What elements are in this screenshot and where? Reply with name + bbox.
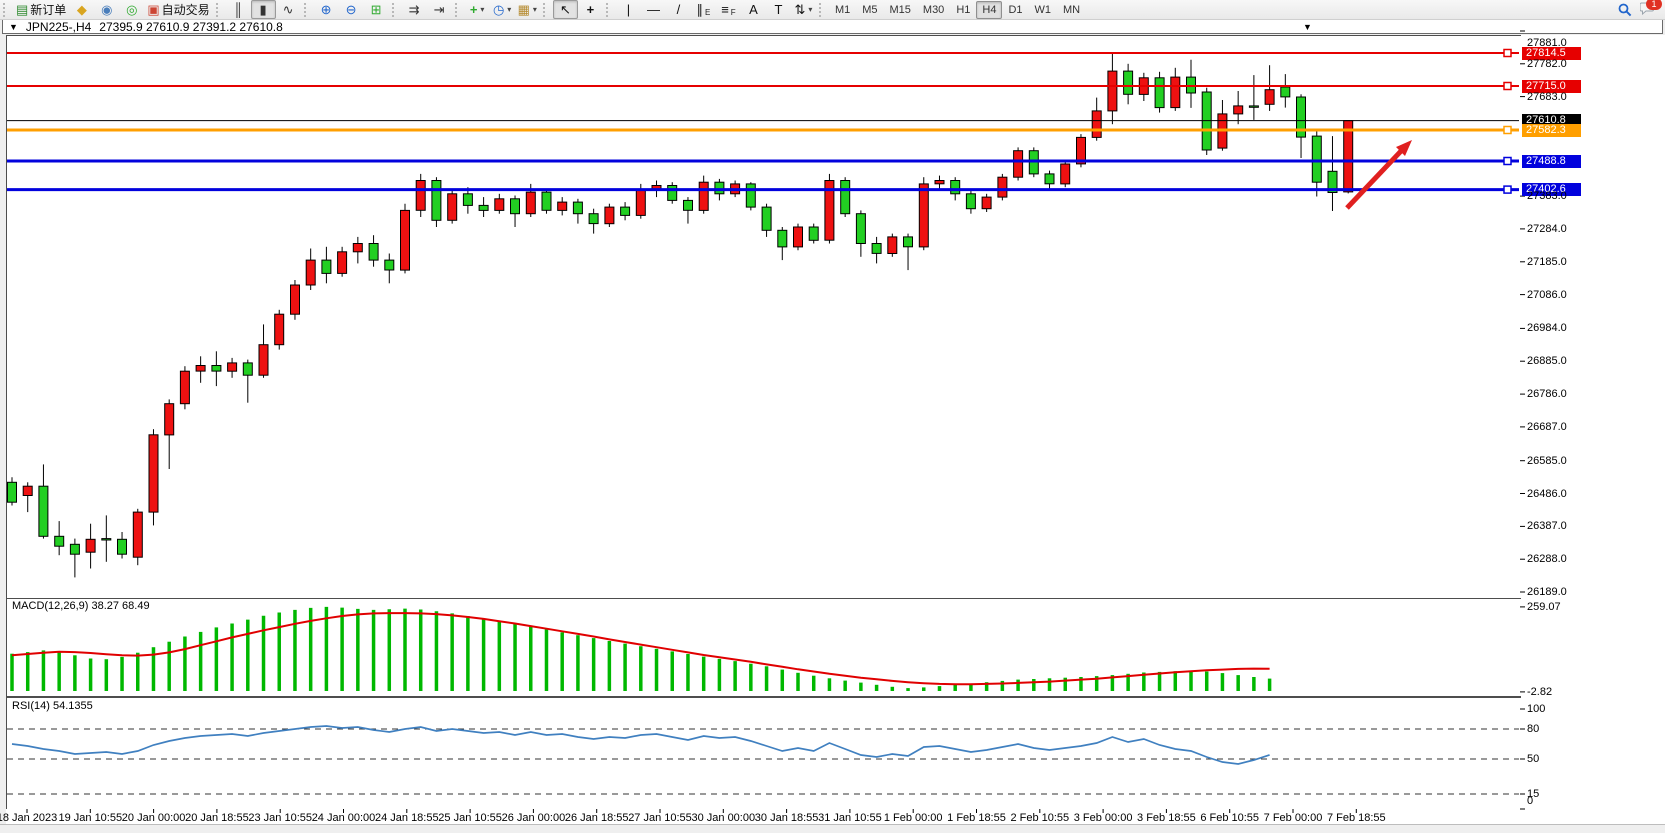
timeframe-d1-button[interactable]: D1 (1008, 3, 1023, 16)
line-chart-icon: ∿ (282, 2, 294, 17)
dropdown-arrow-icon: ▾ (532, 5, 537, 14)
toolbar-grip (605, 2, 612, 17)
dropdown-arrow-icon: ▾ (507, 5, 512, 14)
toolbar-grip (303, 2, 310, 17)
zoom-out-button[interactable]: ⊖ (339, 0, 364, 19)
indicators-icon: + (469, 2, 478, 17)
market-watch-button[interactable]: ◆ (69, 0, 94, 19)
icon-sub-letter: E (705, 7, 711, 17)
main-toolbar: ▤ 新订单 ◆ ◉ ◎ ▣ 自动交易 ║ ▮ ∿ ⊕ ⊖ ⊞ ⇉ ⇥ + ▾ ◷ ▾ ▦ ▾ ↖ + | — / ∥ E ≡ F A T ⇅ ▾ … (0, 0, 1665, 20)
auto-scroll-icon: ⇉ (408, 2, 420, 17)
auto-trading-label: 自动交易 (161, 3, 210, 17)
macd-indicator-pane[interactable] (6, 598, 1522, 697)
market-watch-icon: ◆ (76, 2, 87, 17)
main-chart-pane[interactable] (6, 35, 1522, 599)
text-icon: A (749, 2, 758, 17)
expert-advisors-button[interactable]: ◉ (94, 0, 119, 19)
chart-ohlc-readout: 27395.9 27610.9 27391.2 27610.8 (99, 19, 283, 34)
timeframe-toolbar: M1 M5 M15 M30 H1 H4 D1 W1 MN (829, 0, 1086, 19)
cursor-button[interactable]: ↖ (552, 0, 578, 19)
chart-collapse-icon[interactable]: ▼ (9, 21, 18, 32)
zoom-out-icon: ⊖ (345, 2, 357, 17)
toolbar-grip (391, 2, 398, 17)
timeframe-h4-button[interactable]: H4 (976, 0, 1003, 19)
toolbar-grip (542, 2, 549, 17)
toolbar-grip (3, 2, 9, 17)
dropdown-arrow-icon: ▾ (808, 5, 813, 14)
trendline-icon: / (676, 2, 681, 17)
chart-shift-icon: ⇥ (433, 2, 445, 17)
expert-advisors-icon: ◉ (101, 2, 113, 17)
status-bar (0, 824, 1665, 833)
auto-scroll-button[interactable]: ⇉ (402, 0, 427, 19)
new-order-icon: ▤ (16, 2, 29, 17)
text-label-icon: T (774, 2, 783, 17)
dropdown-arrow-icon: ▾ (480, 5, 485, 14)
signals-button[interactable]: ◎ (119, 0, 144, 19)
icon-sub-letter: F (730, 7, 736, 17)
chart-title-bar: ▼ JPN225-,H4 27395.9 27610.9 27391.2 276… (2, 19, 1663, 34)
tile-windows-button[interactable]: ⊞ (364, 0, 389, 19)
signals-icon: ◎ (126, 2, 138, 17)
timeframe-m5-button[interactable]: M5 (862, 3, 878, 16)
timeframe-m15-button[interactable]: M15 (889, 3, 911, 16)
candlestick-chart-icon: ▮ (259, 2, 267, 17)
timeframe-m30-button[interactable]: M30 (922, 3, 945, 16)
periods-button[interactable]: ◷ ▾ (490, 0, 515, 19)
indicators-button[interactable]: + ▾ (465, 0, 490, 19)
timeframe-mn-button[interactable]: MN (1063, 3, 1081, 16)
candlestick-chart-button[interactable]: ▮ (250, 0, 276, 19)
zoom-in-icon: ⊕ (320, 2, 332, 17)
periods-icon: ◷ (492, 2, 505, 17)
crosshair-icon: + (586, 2, 595, 17)
trendline-button[interactable]: / (666, 0, 691, 19)
fibonacci-icon: ≡ (721, 2, 729, 17)
new-order-label: 新订单 (30, 3, 67, 17)
tile-windows-icon: ⊞ (370, 2, 382, 17)
templates-button[interactable]: ▦ ▾ (515, 0, 540, 19)
new-order-button[interactable]: ▤ 新订单 (13, 0, 69, 19)
auto-trading-icon: ▣ (147, 2, 160, 17)
bar-chart-icon: ║ (233, 2, 243, 17)
fibonacci-button[interactable]: ≡ F (716, 0, 741, 19)
text-button[interactable]: A (741, 0, 766, 19)
toolbar-grip (454, 2, 461, 17)
crosshair-button[interactable]: + (578, 0, 603, 19)
chart-symbol-period: JPN225-,H4 (25, 19, 92, 34)
zoom-in-button[interactable]: ⊕ (314, 0, 339, 19)
rsi-indicator-pane[interactable] (6, 697, 1522, 810)
timeframe-h1-button[interactable]: H1 (956, 3, 971, 16)
chart-shift-button[interactable]: ⇥ (427, 0, 452, 19)
chart-dropdown-icon[interactable]: ▼ (1303, 22, 1312, 32)
horizontal-line-icon: — (646, 2, 660, 17)
templates-icon: ▦ (517, 2, 530, 17)
vertical-line-icon: | (626, 2, 631, 17)
bar-chart-button[interactable]: ║ (226, 0, 251, 19)
arrows-icon: ⇅ (794, 2, 806, 17)
line-chart-button[interactable]: ∿ (276, 0, 301, 19)
toolbar-grip (215, 2, 222, 17)
notifications-icon[interactable]: 1 (1639, 0, 1662, 18)
search-icon[interactable] (1618, 3, 1632, 17)
horizontal-line-button[interactable]: — (641, 0, 666, 19)
text-label-button[interactable]: T (766, 0, 791, 19)
arrows-button[interactable]: ⇅ ▾ (791, 0, 816, 19)
price-axis (1521, 35, 1665, 824)
equidistant-channel-button[interactable]: ∥ E (691, 0, 716, 19)
time-axis (6, 809, 1665, 824)
equidistant-channel-icon: ∥ (696, 2, 704, 17)
timeframe-m1-button[interactable]: M1 (834, 3, 851, 16)
cursor-icon: ↖ (559, 2, 571, 17)
timeframe-w1-button[interactable]: W1 (1034, 3, 1052, 16)
vertical-line-button[interactable]: | (616, 0, 641, 19)
auto-trading-button[interactable]: ▣ 自动交易 (144, 0, 212, 19)
notification-count-badge: 1 (1646, 0, 1662, 10)
toolbar-grip (818, 2, 825, 17)
